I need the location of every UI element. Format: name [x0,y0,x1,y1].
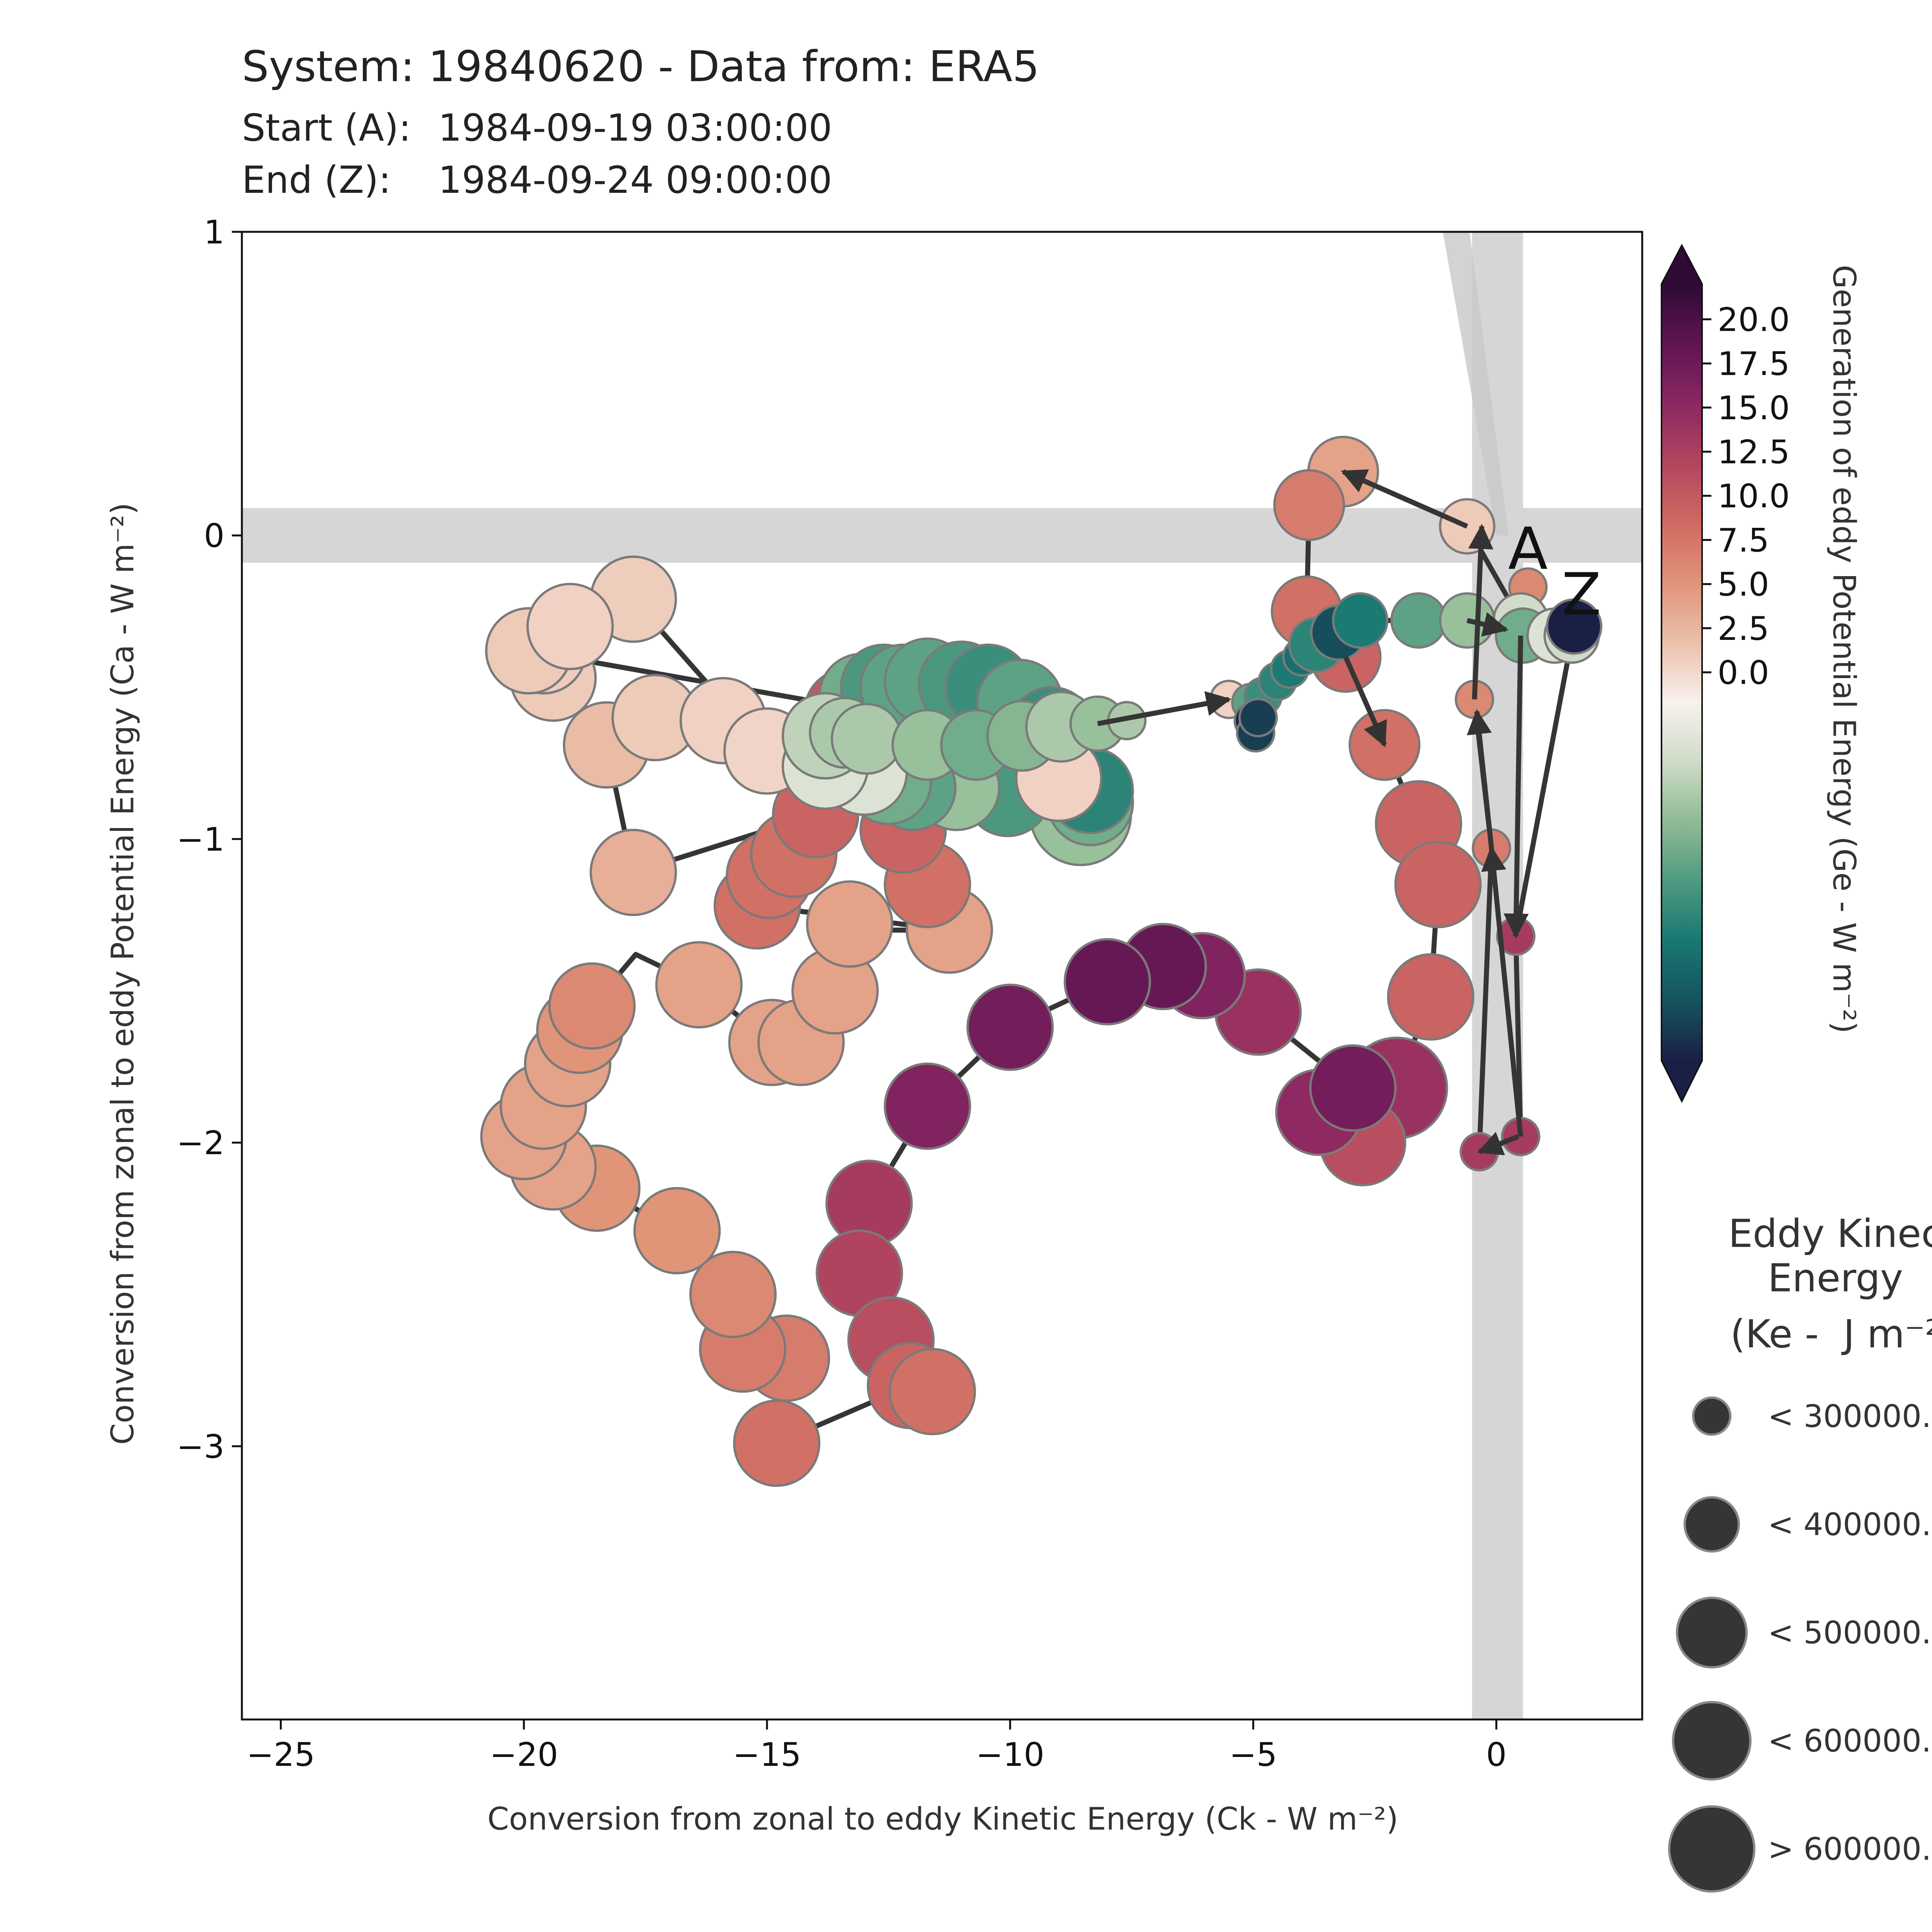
x-tick-label: 0 [1486,1736,1507,1774]
colorbar-tick-label: 0.0 [1718,654,1769,692]
colorbar-gradient [1662,284,1702,1061]
horizontal-zero-band [242,508,1642,563]
trajectory-arrow [1468,524,1493,700]
size-legend-label: > 600000. [1768,1831,1931,1867]
x-tick-label: −10 [976,1736,1044,1774]
colorbar-tick-label: 10.0 [1718,477,1790,515]
data-point [633,1187,721,1274]
y-tick-label: −2 [177,1124,224,1162]
y-tick-label: −1 [177,820,224,858]
colorbar-tick-label: 2.5 [1718,610,1769,648]
colorbar-tick-label: 15.0 [1718,389,1790,427]
data-point [1387,953,1475,1041]
data-point [589,828,677,916]
diagonal-band [1443,232,1509,536]
trajectory-arrow [1341,469,1468,529]
data-point [966,983,1054,1071]
start-marker-label: A [1508,515,1548,583]
y-tick-label: 0 [204,517,224,555]
plot-frame [241,231,1643,1721]
colorbar: 20.0 17.5 15.0 12.5 10.0 7.5 5.0 2.5 0.0 [1661,243,1790,1103]
trajectory-arrow [1477,1132,1519,1155]
size-legend-marker [1684,1496,1740,1553]
size-legend-marker [1672,1701,1752,1781]
trajectory-arrow [1467,709,1494,849]
colorbar-tick-label: 17.5 [1718,345,1790,383]
trajectory-arrow [1343,656,1387,747]
size-legend-title-line-1: Eddy Kinec [1728,1211,1932,1256]
size-legend: < 300000. < 400000. < 500000. < 600000. > 60… [1668,1396,1931,1893]
y-tick-label: 1 [204,213,224,251]
data-point [1332,592,1389,649]
colorbar-outline [1661,243,1703,1103]
data-point [1273,469,1345,541]
size-legend-title-line-2: Energy [1767,1255,1903,1301]
size-legend-label: < 600000. [1768,1723,1931,1759]
size-legend-marker [1668,1805,1755,1893]
axes: −25 −20 −15 −10 −5 0 1 0 −1 −2 −3 [177,213,1507,1774]
colorbar-tick-label: 5.0 [1718,566,1769,604]
data-point [1546,598,1602,655]
colorbar-tick-label: 12.5 [1718,433,1790,471]
y-axis-label: Conversion from zonal to eddy Potential … [105,503,141,1445]
plot-area: AZ [242,232,1642,1719]
size-legend-label: < 400000. [1768,1507,1931,1543]
data-point [733,1400,821,1487]
x-axis-label: Conversion from zonal to eddy Kinetic En… [487,1801,1398,1837]
data-point [830,703,903,775]
colorbar-min-extension [1662,1061,1702,1101]
start-value: 1984-09-19 03:00:00 [438,106,832,150]
data-point [888,1348,976,1435]
colorbar-tick-label: 20.0 [1718,301,1790,338]
colorbar-label: Generation of eddy Potential Energy (Ge … [1826,265,1862,1033]
size-legend-title-line-3: (Ke - J m⁻² [1730,1311,1932,1357]
size-legend-label: < 500000. [1768,1615,1931,1651]
end-label: End (Z): [242,158,391,202]
data-point [884,1062,971,1150]
data-point [689,1251,777,1338]
data-point [1238,698,1278,738]
size-legend-marker [1676,1597,1748,1668]
trajectory-arrow [1503,635,1529,939]
start-label: Start (A): [242,106,411,150]
colorbar-max-extension [1662,245,1702,284]
chart-title: System: 19840620 - Data from: ERA5 [242,42,1040,91]
trajectory-arrow [1481,845,1523,1137]
data-point [655,941,743,1029]
trajectory-arrow [1097,691,1231,726]
x-tick-label: −25 [247,1736,315,1774]
trajectory-arrow [1466,612,1509,637]
size-legend-label: < 300000. [1768,1398,1931,1434]
x-tick-label: −15 [733,1736,801,1774]
colorbar-tick-label: 7.5 [1718,521,1769,559]
data-point [806,880,893,968]
y-tick-label: −3 [177,1428,224,1466]
data-point [1390,592,1447,649]
data-point [1394,841,1482,929]
end-marker-label: Z [1561,561,1601,628]
data-point [1063,938,1151,1026]
data-point [548,962,636,1050]
x-tick-label: −5 [1229,1736,1277,1774]
data-point [526,583,614,670]
x-tick-label: −20 [490,1736,558,1774]
data-point [1309,1044,1397,1132]
size-legend-marker [1692,1396,1731,1436]
end-value: 1984-09-24 09:00:00 [438,158,832,202]
